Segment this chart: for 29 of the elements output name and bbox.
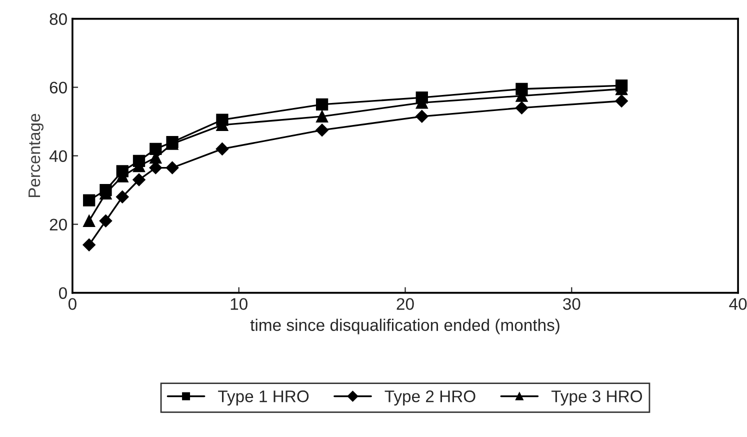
point	[615, 94, 628, 108]
legend-label: Type 2 HRO	[384, 390, 476, 406]
legend-label: Type 1 HRO	[218, 390, 309, 406]
y-tick-label: 80	[50, 13, 67, 25]
point	[116, 190, 129, 204]
y-tick-label: 0	[58, 287, 67, 299]
x-tick-label: 0	[68, 298, 76, 310]
y-tick-label: 60	[50, 82, 67, 94]
x-tick-label: 20	[396, 298, 414, 310]
point	[316, 124, 328, 137]
x-axis-title: time since disqualification ended (months)	[250, 318, 560, 334]
point	[82, 238, 96, 252]
legend-label: Type 3 HRO	[551, 390, 642, 406]
point	[515, 101, 528, 114]
point	[316, 98, 328, 110]
x-tick-label: 30	[563, 298, 580, 310]
point	[415, 110, 428, 123]
y-axis-title: Percentage	[28, 114, 44, 198]
point	[316, 110, 328, 122]
point	[83, 214, 96, 227]
y-tick-label: 20	[50, 218, 67, 230]
x-tick-label: 40	[729, 298, 747, 310]
point	[83, 194, 96, 206]
point	[166, 161, 179, 174]
point	[216, 142, 229, 156]
x-tick-label: 10	[230, 298, 248, 310]
point	[132, 173, 146, 186]
y-tick-label: 40	[49, 150, 67, 162]
point	[99, 214, 112, 228]
